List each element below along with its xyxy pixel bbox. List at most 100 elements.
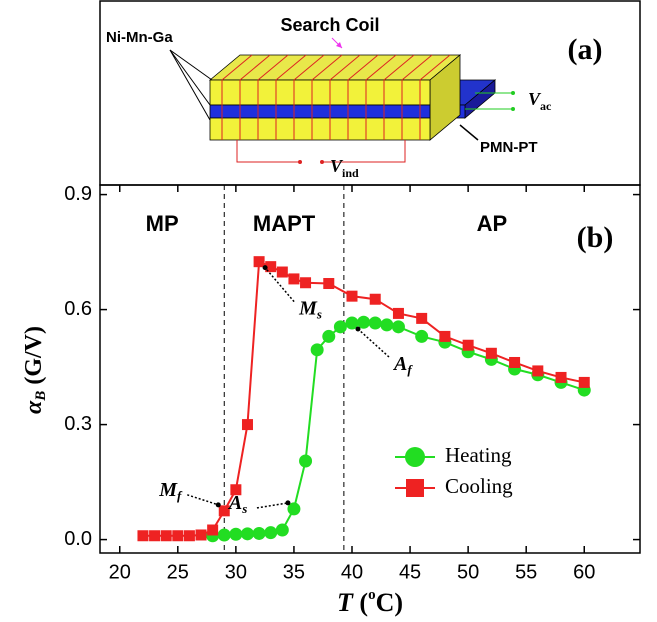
y-tick-label: 0.6 [64,298,92,320]
terminal [511,107,515,111]
vac-label: Vac [528,89,552,113]
y-axis-label: αB (G/V) [21,326,50,414]
x-tick-label: 60 [573,561,595,583]
data-point [300,277,311,288]
data-point [196,529,207,540]
data-point [369,317,382,330]
data-point [532,365,543,376]
y-tick-label: 0.9 [64,183,92,205]
series-line [143,262,584,536]
data-point [242,419,253,430]
annotation-sub: f [407,362,413,377]
data-point [276,524,289,537]
terminal [320,160,324,164]
substrate-label: PMN-PT [480,139,538,156]
layer-top [210,80,430,105]
data-point [415,330,428,343]
annotation: Ms [298,297,322,321]
data-point [380,318,393,331]
y-tick-label: 0.0 [64,528,92,550]
annotation-arrowhead [263,265,268,270]
annotation-sub: s [316,307,322,322]
annotation-arrow [257,503,288,508]
x-label-close: C) [376,588,403,617]
y-tick-label: 0.3 [64,413,92,435]
x-label-open: ( [353,588,368,617]
device-diagram [170,38,515,164]
x-tick-label: 20 [109,561,131,583]
alloy-label: Ni-Mn-Ga [106,29,173,46]
y-label-main: α [21,400,47,414]
legend-marker [405,447,425,467]
annotation-main: M [298,297,318,319]
wire [237,140,300,162]
data-point [264,526,277,539]
terminal [298,160,302,164]
legend-label: Heating [445,443,512,467]
panel-label: (b) [577,221,614,254]
pointer [170,50,212,80]
data-point [288,273,299,284]
layer-middle [210,105,430,118]
annotation-main: M [158,478,178,500]
data-point [218,528,231,541]
region-label: MAPT [253,211,316,236]
data-point [416,313,427,324]
panel-label: (a) [568,33,603,66]
data-point [172,530,183,541]
data-point [323,278,334,289]
data-point [370,294,381,305]
pointer [170,50,210,120]
x-tick-label: 50 [457,561,479,583]
x-tick-label: 45 [399,561,421,583]
annotation: Af [392,353,413,377]
annotation-arrow [358,329,389,357]
data-point [229,528,242,541]
data-point [161,530,172,541]
data-point [334,320,347,333]
annotation-arrowhead [285,500,290,505]
x-label-sup: o [368,587,376,603]
data-point [347,291,358,302]
vind-sub: ind [342,166,359,180]
data-point [241,527,254,540]
vind-label: Vind [330,156,359,180]
x-label-main: T [337,588,354,617]
x-tick-label: 25 [167,561,189,583]
y-label-rest: (G/V) [21,326,47,391]
annotation-arrowhead [216,502,221,507]
data-point [299,455,312,468]
data-point [463,340,474,351]
data-point [509,357,520,368]
x-tick-label: 55 [515,561,537,583]
data-point [579,377,590,388]
data-point [439,331,450,342]
legend: Heating Cooling [395,443,513,498]
annotation-main: A [392,353,407,375]
annotation-arrow [187,495,218,505]
data-point [556,372,567,383]
x-tick-label: 40 [341,561,363,583]
y-label-sub: B [33,391,49,402]
figure: Search Coil Ni-Mn-Ga PMN-PT (a) Vac Vind… [0,0,657,622]
pointer [460,125,478,140]
data-point [486,348,497,359]
legend-marker [406,479,424,497]
x-tick-label: 35 [283,561,305,583]
x-tick-label: 30 [225,561,247,583]
x-axis-label: T (oC) [337,587,403,617]
data-point [149,530,160,541]
vac-sub: ac [540,99,552,113]
region-label: MP [146,211,179,236]
region-label: AP [477,211,508,236]
legend-label: Cooling [445,474,513,498]
search-coil-label: Search Coil [280,15,379,35]
data-point [184,530,195,541]
data-point [207,525,218,536]
data-point [322,330,335,343]
data-point [311,343,324,356]
annotation: As [227,492,247,516]
data-point [253,527,266,540]
data-point [392,320,405,333]
data-point [393,308,404,319]
